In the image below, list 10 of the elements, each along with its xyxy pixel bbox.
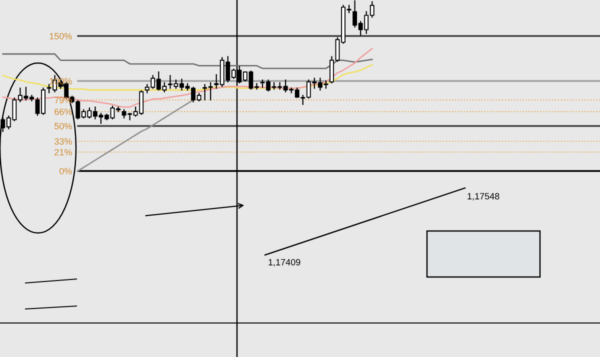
line-series xyxy=(77,99,194,172)
y-tick-label: 50% xyxy=(54,122,72,130)
y-tick-label: 33% xyxy=(54,138,72,145)
y-tick-label: 150% xyxy=(50,32,72,40)
y-tick-label: 66% xyxy=(54,108,72,115)
y-tick-label: 0% xyxy=(60,168,72,174)
line-series xyxy=(2,48,373,108)
annotation: 1,17409 xyxy=(268,259,300,266)
text: 1,17548 xyxy=(468,193,500,200)
y-tick-label: 21% xyxy=(54,149,72,156)
